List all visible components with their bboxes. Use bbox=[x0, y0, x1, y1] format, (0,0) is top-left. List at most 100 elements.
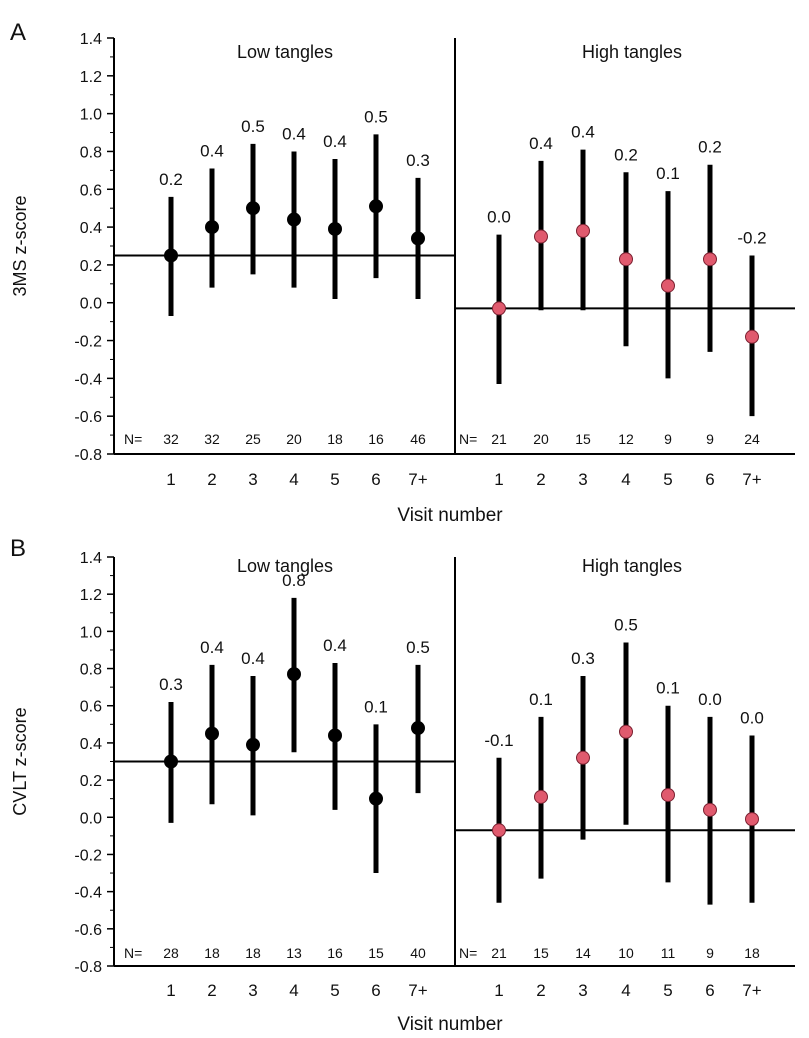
group-title: High tangles bbox=[582, 42, 682, 62]
x-tick-label: 2 bbox=[207, 470, 216, 489]
x-tick-label: 1 bbox=[494, 470, 503, 489]
value-label: -0.2 bbox=[737, 228, 766, 247]
panel-label: A bbox=[10, 19, 26, 46]
value-label: 0.2 bbox=[698, 138, 722, 157]
n-count-label: 24 bbox=[744, 431, 760, 447]
y-tick-label: 1.2 bbox=[80, 69, 102, 86]
mean-point bbox=[534, 229, 548, 244]
mean-point bbox=[164, 754, 178, 769]
mean-point bbox=[164, 248, 178, 263]
mean-point bbox=[328, 728, 342, 743]
n-count-label: 12 bbox=[618, 431, 634, 447]
value-label: 0.2 bbox=[614, 145, 638, 164]
n-count-label: 18 bbox=[744, 945, 760, 961]
y-tick-label: 1.4 bbox=[80, 550, 102, 567]
x-axis-label: Visit number bbox=[397, 1014, 503, 1035]
value-label: 0.3 bbox=[159, 675, 183, 694]
value-label: 0.4 bbox=[241, 649, 265, 668]
x-tick-label: 4 bbox=[621, 981, 630, 1000]
value-label: 0.5 bbox=[406, 638, 430, 657]
mean-point bbox=[287, 667, 301, 682]
y-tick-label: -0.6 bbox=[74, 922, 102, 939]
x-tick-label: 2 bbox=[536, 981, 545, 1000]
mean-point bbox=[287, 212, 301, 227]
y-tick-label: -0.8 bbox=[74, 959, 102, 976]
y-tick-label: 0.2 bbox=[80, 773, 102, 790]
n-count-label: 15 bbox=[533, 945, 549, 961]
mean-point bbox=[619, 252, 633, 267]
n-prefix-label: N= bbox=[459, 431, 477, 447]
n-count-label: 20 bbox=[533, 431, 549, 447]
mean-point bbox=[703, 802, 717, 817]
value-label: 0.4 bbox=[200, 141, 224, 160]
value-label: 0.8 bbox=[282, 571, 306, 590]
x-tick-label: 3 bbox=[578, 981, 587, 1000]
n-prefix-label: N= bbox=[124, 945, 142, 961]
y-tick-label: 0.6 bbox=[80, 182, 102, 199]
x-tick-label: 6 bbox=[371, 981, 380, 1000]
value-label: 0.1 bbox=[364, 697, 388, 716]
value-label: 0.3 bbox=[406, 151, 430, 170]
y-tick-label: 0.4 bbox=[80, 220, 102, 237]
mean-point bbox=[492, 301, 506, 316]
n-count-label: 16 bbox=[368, 431, 384, 447]
n-count-label: 40 bbox=[410, 945, 426, 961]
y-tick-label: -0.2 bbox=[74, 334, 102, 351]
x-tick-label: 1 bbox=[494, 981, 503, 1000]
value-label: 0.3 bbox=[571, 649, 595, 668]
value-label: -0.1 bbox=[484, 731, 513, 750]
y-tick-label: 0.2 bbox=[80, 258, 102, 275]
n-count-label: 46 bbox=[410, 431, 426, 447]
mean-point bbox=[246, 201, 260, 216]
value-label: 0.4 bbox=[200, 638, 224, 657]
x-tick-label: 7+ bbox=[742, 470, 761, 489]
x-tick-label: 5 bbox=[330, 470, 339, 489]
value-label: 0.0 bbox=[698, 690, 722, 709]
mean-point bbox=[661, 278, 675, 293]
x-axis-label: Visit number bbox=[397, 505, 503, 526]
mean-point bbox=[576, 750, 590, 765]
x-tick-label: 5 bbox=[663, 470, 672, 489]
y-tick-label: 0.4 bbox=[80, 736, 102, 753]
n-count-label: 10 bbox=[618, 945, 634, 961]
y-tick-label: -0.8 bbox=[74, 447, 102, 464]
x-tick-label: 5 bbox=[663, 981, 672, 1000]
n-count-label: 20 bbox=[286, 431, 302, 447]
x-tick-label: 6 bbox=[705, 470, 714, 489]
mean-point bbox=[205, 220, 219, 235]
value-label: 0.1 bbox=[656, 164, 680, 183]
y-tick-label: -0.4 bbox=[74, 885, 102, 902]
y-axis-label: 3MS z-score bbox=[10, 195, 30, 296]
x-tick-label: 7+ bbox=[408, 981, 427, 1000]
group-title: High tangles bbox=[582, 556, 682, 576]
x-tick-label: 3 bbox=[578, 470, 587, 489]
n-count-label: 21 bbox=[491, 431, 507, 447]
n-prefix-label: N= bbox=[124, 431, 142, 447]
n-count-label: 18 bbox=[327, 431, 343, 447]
y-tick-label: 1.4 bbox=[80, 31, 102, 48]
value-label: 0.4 bbox=[529, 134, 553, 153]
y-tick-label: -0.4 bbox=[74, 371, 102, 388]
value-label: 0.5 bbox=[364, 107, 388, 126]
mean-point bbox=[492, 823, 506, 838]
n-count-label: 11 bbox=[661, 945, 676, 961]
mean-point bbox=[619, 724, 633, 739]
mean-point bbox=[369, 791, 383, 806]
value-label: 0.1 bbox=[529, 690, 553, 709]
x-tick-label: 3 bbox=[248, 981, 257, 1000]
n-count-label: 32 bbox=[204, 431, 220, 447]
mean-point bbox=[745, 812, 759, 827]
mean-point bbox=[246, 737, 260, 752]
n-count-label: 14 bbox=[575, 945, 591, 961]
y-tick-label: -0.2 bbox=[74, 847, 102, 864]
mean-point bbox=[369, 199, 383, 214]
group-title: Low tangles bbox=[237, 556, 333, 576]
mean-point bbox=[411, 721, 425, 736]
y-tick-label: 0.6 bbox=[80, 699, 102, 716]
x-tick-label: 1 bbox=[166, 470, 175, 489]
n-count-label: 32 bbox=[163, 431, 179, 447]
y-tick-label: 1.2 bbox=[80, 587, 102, 604]
panel-label: B bbox=[10, 535, 26, 562]
y-tick-label: 0.8 bbox=[80, 144, 102, 161]
